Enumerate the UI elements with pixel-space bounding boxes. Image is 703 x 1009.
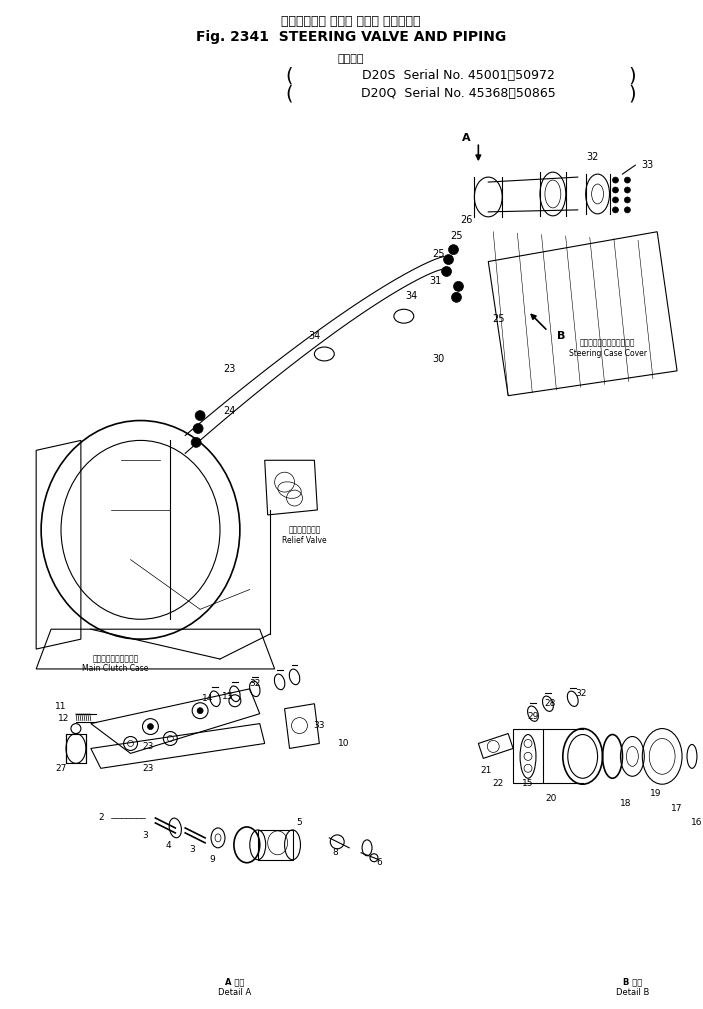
- Text: 16: 16: [691, 818, 703, 827]
- Text: B: B: [557, 331, 565, 341]
- Bar: [258, 830, 292, 860]
- Text: 21: 21: [481, 766, 492, 775]
- Text: 33: 33: [314, 721, 325, 731]
- Text: 3: 3: [189, 846, 195, 855]
- Text: 2: 2: [98, 813, 103, 822]
- Text: Main Clutch Case: Main Clutch Case: [82, 665, 149, 673]
- Circle shape: [612, 197, 619, 203]
- Text: Fig. 2341  STEERING VALVE AND PIPING: Fig. 2341 STEERING VALVE AND PIPING: [195, 30, 505, 44]
- Text: 4: 4: [165, 842, 171, 851]
- Text: A 詳細: A 詳細: [225, 978, 245, 987]
- Text: 24: 24: [224, 406, 236, 416]
- Text: 31: 31: [430, 276, 441, 287]
- Text: 13: 13: [222, 692, 233, 701]
- Text: 27: 27: [56, 764, 67, 773]
- Circle shape: [624, 187, 631, 193]
- Text: 33: 33: [641, 160, 653, 171]
- Text: 30: 30: [432, 354, 445, 364]
- Circle shape: [624, 178, 631, 183]
- Text: 17: 17: [671, 803, 683, 812]
- Text: 32: 32: [249, 679, 260, 688]
- Text: 26: 26: [460, 215, 472, 225]
- Text: 34: 34: [406, 292, 418, 302]
- Text: (: (: [286, 67, 293, 85]
- Text: Relief Valve: Relief Valve: [282, 536, 327, 545]
- Text: 適用号機: 適用号機: [337, 53, 364, 64]
- Text: 9: 9: [209, 856, 215, 865]
- Text: D20Q  Serial No. 45368～50865: D20Q Serial No. 45368～50865: [361, 87, 556, 100]
- Text: 12: 12: [58, 714, 70, 723]
- Circle shape: [451, 293, 461, 303]
- Circle shape: [195, 411, 205, 421]
- Text: 19: 19: [650, 789, 661, 798]
- Text: Steering Case Cover: Steering Case Cover: [569, 349, 647, 358]
- Circle shape: [624, 197, 631, 203]
- Circle shape: [441, 266, 451, 276]
- Text: ステアリング バルブ および パイピング: ステアリング バルブ および パイピング: [281, 14, 420, 27]
- Text: 25: 25: [492, 314, 505, 324]
- Text: 28: 28: [544, 699, 555, 708]
- Bar: [66, 734, 86, 764]
- Text: 11: 11: [56, 702, 67, 711]
- Text: ): ): [628, 67, 636, 85]
- Text: 34: 34: [308, 331, 321, 341]
- Circle shape: [191, 438, 201, 447]
- Circle shape: [624, 207, 631, 213]
- Text: B 詳細: B 詳細: [623, 978, 642, 987]
- Text: 25: 25: [432, 248, 445, 258]
- Text: 23: 23: [143, 742, 154, 751]
- Text: Detail A: Detail A: [218, 989, 252, 997]
- Text: 20: 20: [546, 794, 557, 802]
- Circle shape: [444, 254, 453, 264]
- Text: 5: 5: [297, 818, 302, 827]
- Text: Detail B: Detail B: [616, 989, 649, 997]
- Circle shape: [197, 707, 203, 713]
- Text: 15: 15: [522, 779, 534, 788]
- Circle shape: [193, 424, 203, 434]
- Text: 23: 23: [143, 764, 154, 773]
- Text: (: (: [286, 84, 293, 103]
- Text: 23: 23: [224, 364, 236, 374]
- Text: 22: 22: [493, 779, 504, 788]
- Circle shape: [148, 723, 153, 730]
- Circle shape: [612, 187, 619, 193]
- Text: 10: 10: [338, 739, 350, 748]
- Text: リリーフバルブ: リリーフバルブ: [288, 526, 321, 535]
- Circle shape: [612, 178, 619, 183]
- Text: ): ): [628, 84, 636, 103]
- Text: 18: 18: [619, 798, 631, 807]
- Text: 32: 32: [575, 689, 586, 698]
- Text: 32: 32: [586, 152, 599, 162]
- Circle shape: [449, 244, 458, 254]
- Text: ステアリングケースカバー: ステアリングケースカバー: [580, 339, 636, 347]
- Bar: [513, 728, 543, 783]
- Text: D20S  Serial No. 45001～50972: D20S Serial No. 45001～50972: [362, 70, 555, 83]
- Text: 29: 29: [527, 712, 538, 721]
- Text: 14: 14: [202, 694, 214, 703]
- Circle shape: [453, 282, 463, 292]
- Text: 8: 8: [333, 849, 338, 858]
- Text: メインクラッチケース: メインクラッチケース: [93, 655, 138, 664]
- Text: 6: 6: [376, 859, 382, 867]
- Text: A: A: [462, 133, 471, 143]
- Circle shape: [612, 207, 619, 213]
- Text: 25: 25: [450, 231, 463, 241]
- Text: 3: 3: [143, 831, 148, 840]
